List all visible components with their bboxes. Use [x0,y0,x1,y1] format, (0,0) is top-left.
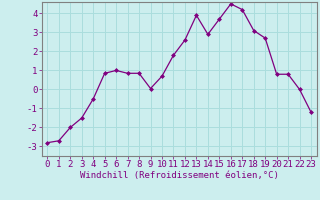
X-axis label: Windchill (Refroidissement éolien,°C): Windchill (Refroidissement éolien,°C) [80,171,279,180]
